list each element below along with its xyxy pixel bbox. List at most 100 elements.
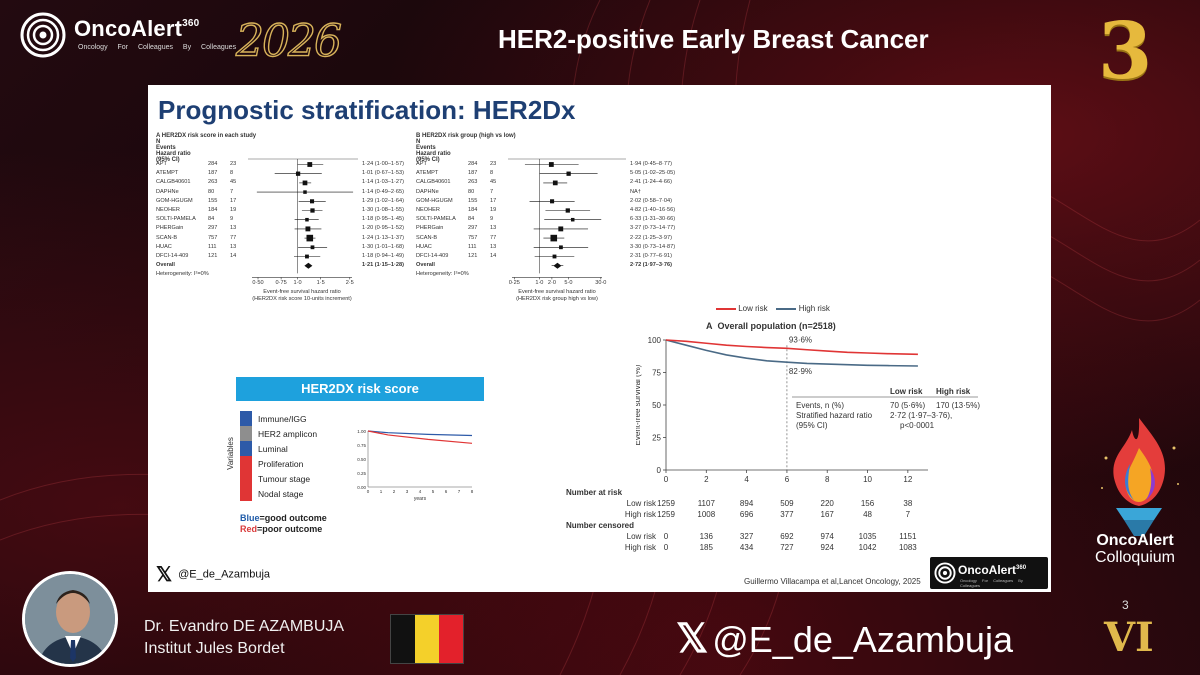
forest-hr: 1·21 (1·15–1·28) — [362, 262, 404, 269]
slide-content: Prognostic stratification: HER2Dx A HER2… — [148, 85, 1051, 592]
forest-study-label: APT — [156, 161, 167, 167]
risk-header: Number at risk — [566, 488, 623, 497]
forest-hr: 1·14 (0·49–2·65) — [362, 188, 404, 195]
x-axis-label: Event-free survival hazard ratio — [263, 289, 341, 296]
point-estimate — [307, 162, 313, 167]
forest-events: 8 — [230, 170, 234, 177]
forest-n: 757 — [208, 234, 218, 241]
forest-study-label: DAPHNe — [416, 188, 439, 195]
risk-table-cell: 924 — [820, 543, 834, 552]
km-x-tick: 0 — [664, 475, 669, 484]
x-handle[interactable]: 𝕏 @E_de_Azambuja — [676, 617, 1013, 661]
risk-table-cell: 377 — [780, 510, 794, 519]
her2dx-title-bar: HER2DX risk score — [236, 377, 484, 401]
brand-name: OncoAlert360 — [74, 16, 200, 41]
forest-study-label: CALGB40601 — [416, 179, 451, 186]
mini-x-tick: 4 — [419, 489, 422, 494]
risk-table-cell: 692 — [780, 532, 794, 541]
forest-hr: 6·33 (1·31–30·66) — [630, 216, 676, 223]
point-estimate — [559, 245, 563, 250]
forest-study-label: SOLTI-PAMELA — [156, 216, 196, 223]
forest-hr: 1·01 (0·67–1·53) — [362, 170, 404, 177]
slide-x-handle: 𝕏 @E_de_Azambuja — [156, 564, 271, 586]
forest-study-label: GOM-HGUGM — [416, 197, 453, 204]
mini-x-label: years — [414, 496, 427, 502]
risk-high-label: High risk — [624, 510, 656, 519]
forest-events: 17 — [230, 197, 237, 204]
variable-label: Luminal — [258, 444, 288, 454]
mini-x-tick: 6 — [445, 489, 448, 494]
risk-table-cell: 1259 — [657, 499, 675, 508]
good-outcome-note: Blue=good outcome — [240, 513, 327, 523]
tick-label: 0·50 — [252, 280, 264, 287]
km-y-tick: 25 — [652, 434, 661, 443]
forest-events: 14 — [230, 253, 237, 259]
km-x-tick: 12 — [903, 475, 912, 484]
forest-study-label: HUAC — [156, 243, 172, 250]
mini-x-tick: 0 — [367, 489, 370, 494]
forest-n: 84 — [208, 216, 215, 223]
km-y-tick: 50 — [652, 401, 661, 410]
km-legend: Low risk High risk — [716, 304, 830, 313]
forest-n: 757 — [468, 234, 478, 241]
risk-table-cell: 220 — [820, 499, 834, 508]
forest-study-label: PHERGain — [416, 225, 444, 232]
km-x-tick: 2 — [704, 475, 709, 484]
censored-high-label: High risk — [624, 543, 656, 552]
risk-low-label: Low risk — [626, 499, 656, 508]
forest-events: 7 — [230, 188, 234, 195]
forest-plot-a: A HER2DX risk score in each study N Events… — [156, 133, 406, 311]
stats-hr-label-2: (95% CI) — [796, 421, 828, 430]
col-n-header: N — [156, 139, 161, 145]
forest-events: 23 — [230, 161, 237, 167]
forest-events: 13 — [230, 243, 237, 250]
forest-hr: 1·30 (1·01–1·68) — [362, 243, 404, 250]
forest-plot-marks — [508, 158, 626, 280]
risk-table-cell: 894 — [739, 499, 754, 508]
forest-study-label: APT — [416, 161, 427, 167]
forest-n: 121 — [468, 253, 478, 259]
km-y-label: Event-free survival (%) — [636, 364, 642, 445]
km-survival-chart: Event-free survival (%) 100 75 50 25 0 0 2 4 6 8 10… — [566, 300, 1046, 590]
forest-n: 297 — [208, 225, 218, 232]
risk-table-cell: 38 — [903, 499, 913, 508]
mini-x-tick: 2 — [393, 489, 396, 494]
point-estimate — [305, 217, 309, 222]
risk-table-cell: 0 — [663, 543, 669, 552]
tick-label: 2·5 — [345, 280, 354, 287]
forest-n: 187 — [468, 170, 478, 177]
x-axis-label: (HER2DX risk group high vs low) — [516, 296, 598, 303]
forest-study-label: Overall — [416, 262, 435, 269]
point-estimate — [565, 208, 570, 213]
forest-n: 263 — [468, 179, 478, 186]
km-x-tick: 4 — [744, 475, 749, 484]
forest-n: 263 — [208, 179, 218, 186]
risk-table-cell: 1151 — [899, 532, 917, 541]
mini-y-tick: 0.50 — [357, 457, 366, 462]
legend-high-risk: High risk — [798, 304, 830, 313]
forest-hr: 1·29 (1·02–1·64) — [362, 197, 404, 204]
speaker-institution: Institut Jules Bordet — [144, 640, 285, 657]
forest-n: 80 — [468, 188, 475, 195]
risk-table-cell: 509 — [780, 499, 794, 508]
risk-table-cell: 7 — [905, 510, 911, 519]
forest-study-label: SCAN-B — [416, 234, 438, 241]
stats-hr-label: Stratified hazard ratio — [796, 411, 873, 420]
forest-events: 9 — [230, 216, 234, 223]
forest-plot-b: B HER2DX risk group (high vs low) N Events… — [416, 133, 676, 311]
tick-label: 0·25 — [508, 280, 520, 287]
tick-label: 1·5 — [316, 280, 325, 287]
risk-table-cell: 1035 — [858, 532, 877, 541]
x-axis-label: (HER2DX risk score 10-units increment) — [252, 296, 352, 303]
point-estimate — [552, 254, 557, 259]
point-estimate — [550, 234, 558, 242]
risk-table-cell: 974 — [820, 532, 834, 541]
variable-color-bar — [240, 426, 252, 441]
point-estimate — [310, 199, 315, 204]
point-estimate — [306, 234, 314, 242]
variable-label: Immune/IGG — [258, 414, 307, 424]
forest-events: 23 — [490, 161, 497, 167]
km-x-tick: 8 — [825, 475, 830, 484]
citation: Guillermo Villacampa et al,Lancet Oncolo… — [744, 577, 921, 586]
point-estimate — [295, 171, 301, 176]
